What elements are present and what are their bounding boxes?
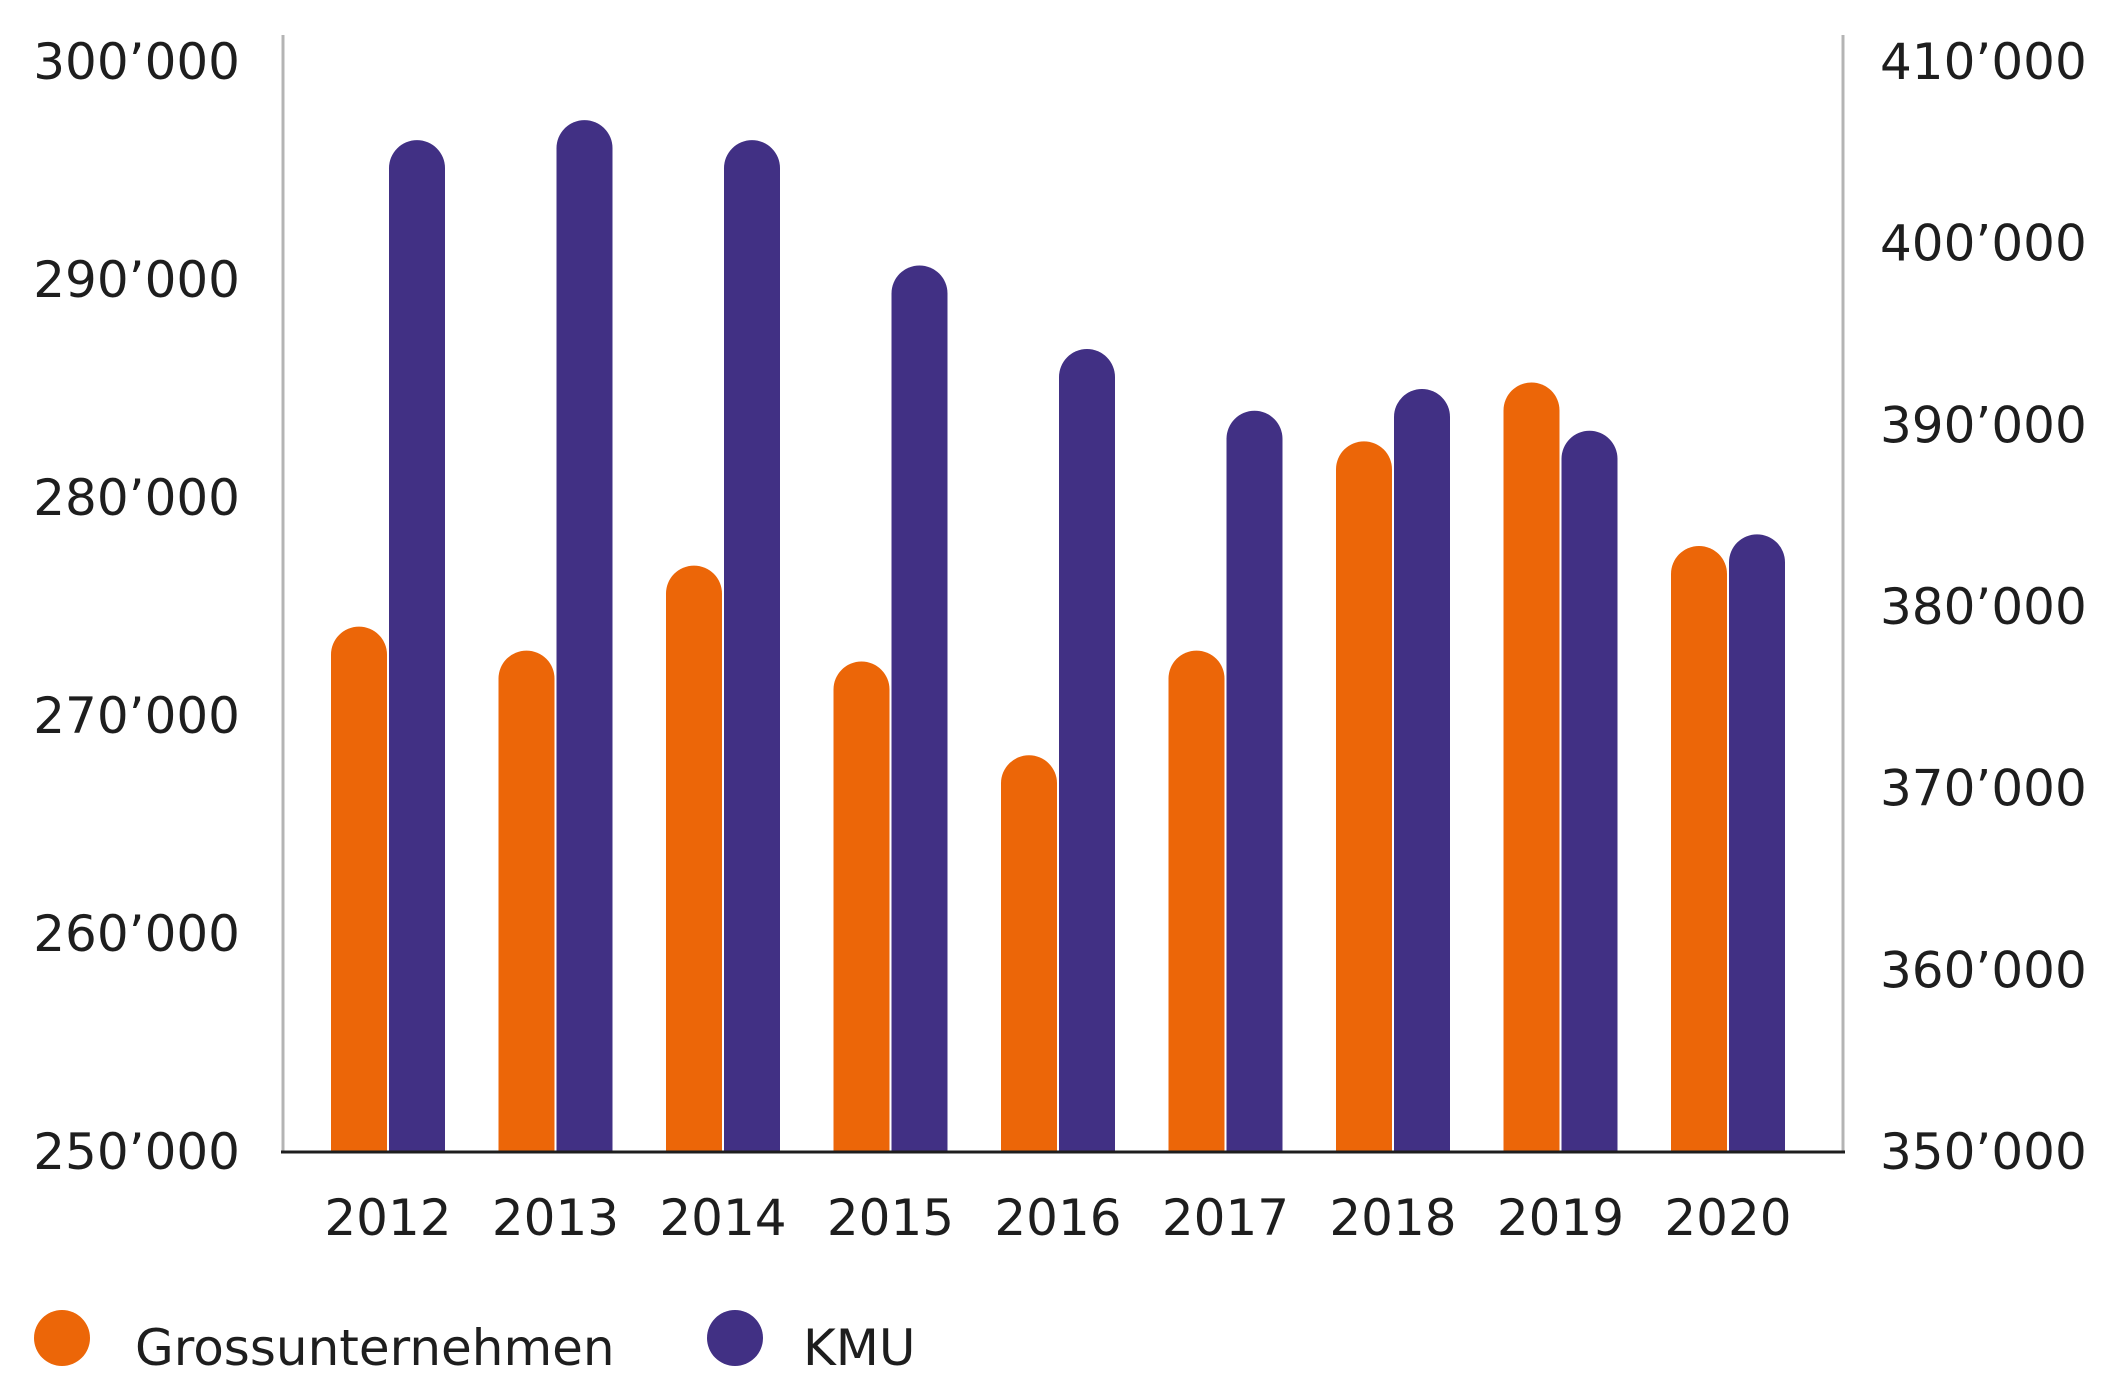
right-tick-label: 390’000 [1880, 396, 2087, 454]
bar-kmu-2016 [1059, 349, 1115, 1152]
right-tick-label: 380’000 [1880, 578, 2087, 636]
left-tick-label: 260’000 [33, 905, 240, 963]
left-axis-ticks: 250’000 260’000 270’000 280’000 290’000 300’0… [33, 33, 240, 1181]
x-tick-label: 2012 [324, 1189, 451, 1247]
x-tick-label: 2018 [1329, 1189, 1456, 1247]
bar-grossunternehmen-2019 [1503, 382, 1560, 1152]
bar-grossunternehmen-2013 [498, 650, 555, 1152]
left-tick-label: 270’000 [33, 687, 240, 745]
x-tick-label: 2016 [994, 1189, 1121, 1247]
bar-kmu-2013 [556, 120, 613, 1153]
x-tick-label: 2014 [659, 1189, 786, 1247]
legend-item-grossunternehmen: Grossunternehmen [34, 1310, 615, 1377]
left-tick-label: 290’000 [33, 251, 240, 309]
x-tick-label: 2015 [827, 1189, 954, 1247]
bar-grossunternehmen-2016 [1001, 755, 1057, 1152]
legend-label-grossunternehmen: Grossunternehmen [135, 1319, 615, 1377]
x-tick-label: 2019 [1497, 1189, 1624, 1247]
bar-kmu-2015 [891, 265, 948, 1152]
bar-kmu-2014 [724, 140, 780, 1152]
bar-grossunternehmen-2012 [331, 626, 387, 1152]
bar-grossunternehmen-2018 [1336, 441, 1392, 1152]
bar-kmu-2017 [1226, 410, 1283, 1152]
bar-grossunternehmen-2015 [833, 661, 890, 1152]
bar-kmu-2018 [1394, 389, 1450, 1152]
bar-kmu-2020 [1729, 534, 1785, 1152]
right-tick-label: 400’000 [1880, 215, 2087, 273]
legend-swatch-kmu [707, 1310, 763, 1366]
legend-label-kmu: KMU [803, 1319, 916, 1377]
right-tick-label: 360’000 [1880, 941, 2087, 999]
x-tick-label: 2013 [492, 1189, 619, 1247]
bar-grossunternehmen-2017 [1168, 650, 1225, 1152]
right-tick-label: 350’000 [1880, 1123, 2087, 1181]
bars [331, 120, 1785, 1153]
right-tick-label: 410’000 [1880, 33, 2087, 91]
legend: Grossunternehmen KMU [34, 1310, 916, 1377]
bar-grossunternehmen-2020 [1671, 545, 1727, 1152]
left-tick-label: 280’000 [33, 469, 240, 527]
bar-grossunternehmen-2014 [666, 565, 722, 1152]
x-axis-ticks: 2012 2013 2014 2015 2016 2017 2018 2019 2020 [324, 1189, 1791, 1247]
left-tick-label: 300’000 [33, 33, 240, 91]
x-tick-label: 2020 [1664, 1189, 1791, 1247]
bar-kmu-2012 [389, 140, 445, 1152]
legend-swatch-grossunternehmen [34, 1310, 90, 1366]
left-tick-label: 250’000 [33, 1123, 240, 1181]
x-tick-label: 2017 [1162, 1189, 1289, 1247]
legend-item-kmu: KMU [707, 1310, 916, 1377]
right-axis-ticks: 350’000 360’000 370’000 380’000 390’000 400’0… [1880, 33, 2087, 1181]
right-tick-label: 370’000 [1880, 760, 2087, 818]
bar-kmu-2019 [1561, 430, 1618, 1152]
